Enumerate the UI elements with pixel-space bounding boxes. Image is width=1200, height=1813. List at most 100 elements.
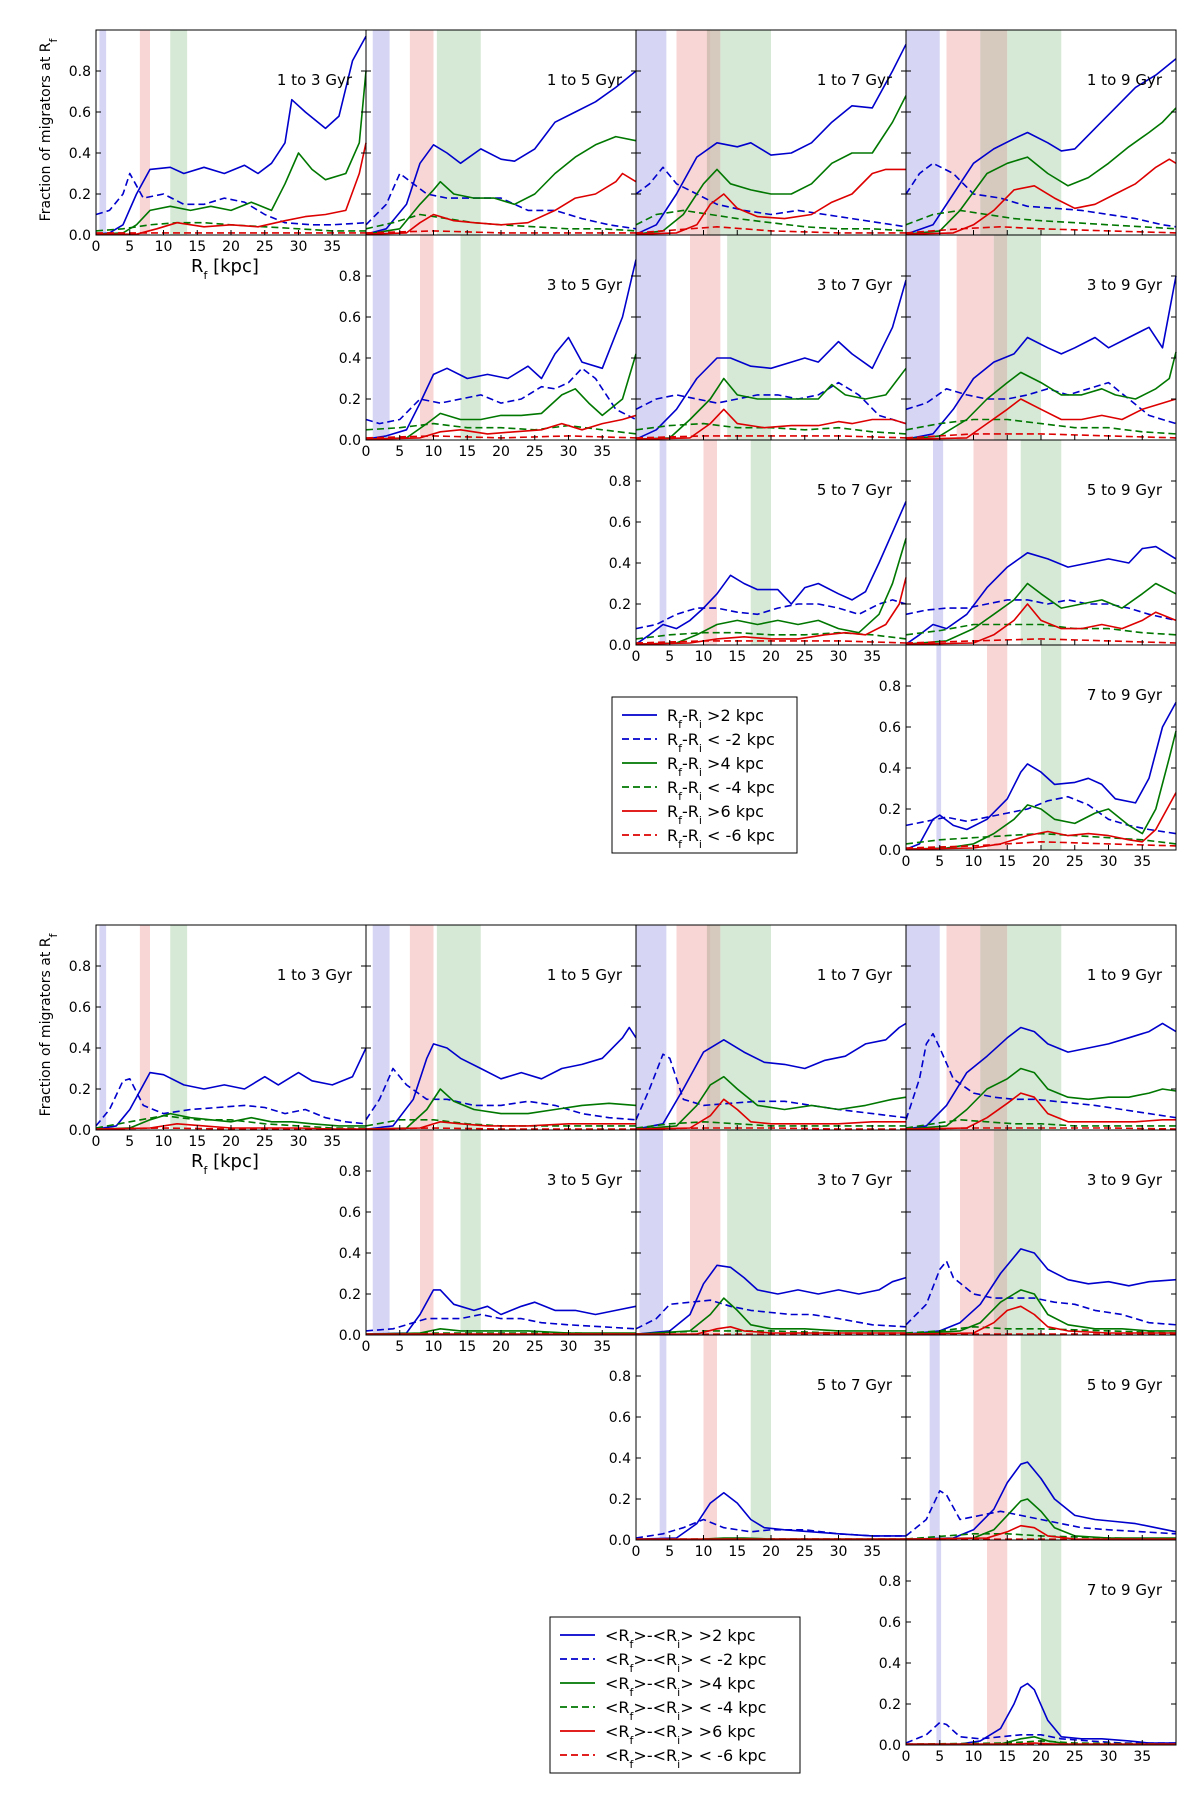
series-line [366, 1120, 636, 1126]
text-span: R [667, 778, 678, 797]
region-band [461, 1130, 481, 1335]
x-tick-label: 25 [526, 1339, 544, 1355]
text-span: >6 kpc [702, 802, 764, 821]
x-tick-label: 30 [290, 1134, 308, 1150]
x-tick-label: 10 [695, 1544, 713, 1560]
panel-1-to-5-Gyr: 1 to 5 Gyr [366, 30, 636, 235]
x-tick-label: 30 [830, 649, 848, 665]
text-span: R [688, 754, 699, 773]
x-tick-label: 10 [155, 1134, 173, 1150]
y-tick-label: 0.4 [609, 1451, 631, 1467]
x-tick-label: 0 [902, 854, 911, 870]
x-tick-label: 30 [290, 239, 308, 255]
region-band [906, 30, 940, 235]
region-band [980, 925, 1007, 1130]
x-tick-label: 35 [863, 1544, 881, 1560]
text-span: >- [633, 1650, 652, 1669]
text-span: > < -6 kpc [680, 1746, 766, 1765]
region-band [720, 30, 771, 235]
region-band [994, 1130, 1008, 1335]
y-tick-label: 0.8 [879, 1574, 901, 1590]
x-tick-label: 15 [188, 1134, 206, 1150]
x-tick-label: 15 [458, 444, 476, 460]
x-tick-label: 20 [1032, 1749, 1050, 1765]
region-band [636, 30, 666, 235]
y-tick-label: 0.2 [69, 187, 91, 203]
region-band [677, 925, 711, 1130]
x-tick-label: 0 [92, 239, 101, 255]
text-span: <R [605, 1674, 630, 1693]
panel-label: 3 to 5 Gyr [547, 276, 623, 294]
x-tick-label: 30 [560, 1339, 578, 1355]
text-span: >- [633, 1674, 652, 1693]
y-tick-label: 0.4 [69, 1041, 91, 1057]
x-tick-label: 5 [935, 854, 944, 870]
y-tick-label: 0.6 [339, 310, 361, 326]
panel-3-to-7-Gyr: 3 to 7 Gyr [636, 235, 906, 440]
panel-3-to-9-Gyr: 3 to 9 Gyr [906, 235, 1176, 440]
x-tick-label: 20 [492, 1339, 510, 1355]
panel-label: 3 to 7 Gyr [817, 1171, 893, 1189]
x-tick-label: 35 [1133, 854, 1151, 870]
region-band [461, 235, 481, 440]
panel-label: 7 to 9 Gyr [1087, 1581, 1163, 1599]
x-tick-label: 5 [395, 444, 404, 460]
y-tick-label: 0.4 [69, 146, 91, 162]
region-band [636, 925, 666, 1130]
y-tick-label: 0.8 [609, 474, 631, 490]
x-tick-label: 35 [323, 239, 341, 255]
x-tick-label: 25 [256, 1134, 274, 1150]
panel-label: 1 to 5 Gyr [547, 71, 623, 89]
x-tick-label: 0 [632, 649, 641, 665]
region-band [420, 235, 434, 440]
x-tick-label: 25 [526, 444, 544, 460]
region-band [437, 30, 481, 235]
region-band [980, 30, 1007, 235]
text-span: <R [653, 1674, 678, 1693]
x-tick-label: 20 [222, 1134, 240, 1150]
region-band [906, 925, 940, 1130]
panel-frame [366, 925, 636, 1130]
region-band [677, 30, 711, 235]
x-tick-label: 15 [458, 1339, 476, 1355]
y-tick-label: 0.0 [609, 638, 631, 654]
text-span: <R [653, 1746, 678, 1765]
y-tick-label: 0.0 [69, 1123, 91, 1139]
region-band [1007, 30, 1061, 235]
region-band [751, 1335, 771, 1540]
text-span: >- [633, 1698, 652, 1717]
region-band [987, 1540, 1007, 1745]
x-tick-label: 0 [902, 1749, 911, 1765]
panel-label: 1 to 7 Gyr [817, 71, 893, 89]
x-tick-label: 15 [188, 239, 206, 255]
text-span: < -4 kpc [702, 778, 775, 797]
y-tick-label: 0.4 [609, 556, 631, 572]
y-tick-label: 0.8 [339, 1164, 361, 1180]
region-band [727, 235, 771, 440]
y-axis-label: Fraction of migrators at Rf [38, 933, 60, 1117]
series-line [96, 36, 366, 234]
subscript: f [47, 38, 60, 43]
region-band [373, 1130, 390, 1335]
text-span: >- [633, 1626, 652, 1645]
x-tick-label: 10 [425, 1339, 443, 1355]
text-span: <R [653, 1698, 678, 1717]
region-band [373, 925, 390, 1130]
y-tick-label: 0.0 [339, 433, 361, 449]
region-band [994, 235, 1008, 440]
y-tick-label: 0.6 [69, 105, 91, 121]
region-band [1021, 440, 1062, 645]
text-span: R [688, 826, 699, 845]
legend: <Rf>-<Ri> >2 kpc<Rf>-<Ri> < -2 kpc<Rf>-<… [550, 1617, 800, 1773]
subscript: f [47, 933, 60, 938]
region-band [960, 1130, 994, 1335]
y-tick-label: 0.2 [879, 802, 901, 818]
text-span: <R [605, 1650, 630, 1669]
panel-label: 1 to 5 Gyr [547, 966, 623, 984]
x-tick-label: 5 [125, 239, 134, 255]
x-tick-label: 25 [256, 239, 274, 255]
